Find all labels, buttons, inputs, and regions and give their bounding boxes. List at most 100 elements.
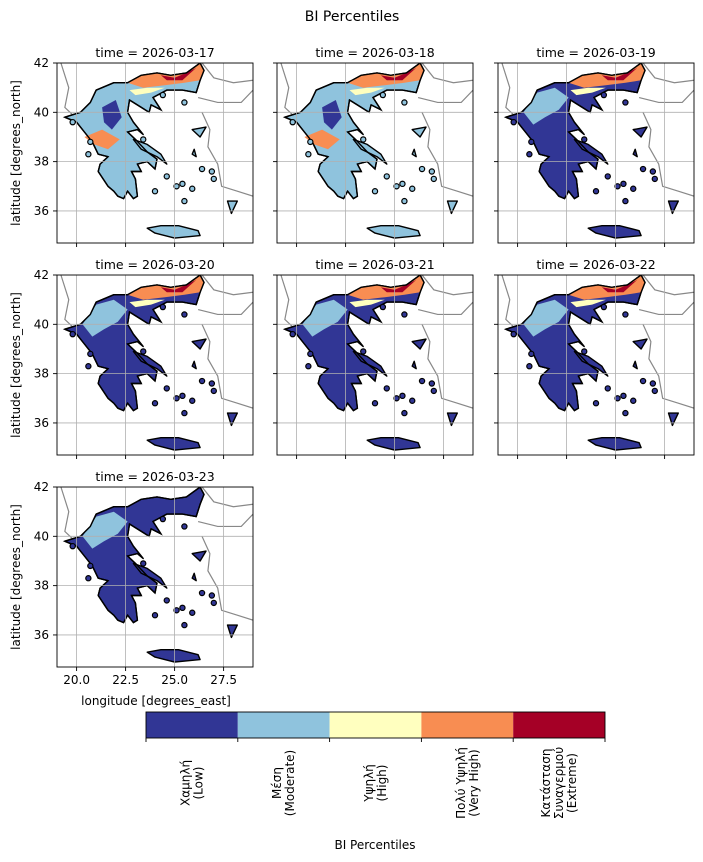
island [620, 392, 627, 400]
region-fill [146, 225, 201, 239]
island [651, 387, 658, 395]
island [399, 392, 406, 400]
island [622, 197, 629, 205]
map-panel: time = 2026-03-20 36 38 40 42 [34, 257, 254, 459]
neighbour-border [60, 275, 74, 328]
island [581, 348, 588, 355]
island [181, 409, 188, 417]
island [639, 165, 647, 173]
extreme-zone [160, 67, 197, 81]
island [510, 330, 517, 338]
island [189, 185, 196, 192]
region-fill [191, 572, 197, 582]
island [649, 168, 657, 175]
coastline [503, 275, 646, 412]
island [592, 188, 600, 195]
island [289, 118, 296, 126]
map-panel: time = 2026-03-19 [494, 45, 695, 247]
colorbar-swatch [146, 712, 238, 738]
island [208, 168, 216, 175]
map-panel: time = 2026-03-23 36 38 40 42 20.0 22.5 25.0 27.… [34, 469, 254, 687]
panel-title: time = 2026-03-23 [95, 469, 214, 484]
island [630, 185, 637, 192]
extreme-zone [160, 279, 197, 293]
island [289, 330, 296, 338]
x-tick-label: 22.5 [112, 673, 139, 687]
high-zone [570, 87, 606, 96]
panel-title: time = 2026-03-22 [536, 257, 655, 272]
island [409, 185, 416, 192]
island [401, 99, 408, 106]
map-panel: time = 2026-03-21 [273, 257, 474, 459]
island [371, 188, 379, 195]
neighbour-border [60, 63, 74, 116]
region-fill [667, 412, 679, 427]
island [418, 165, 426, 173]
colorbar-class-label: Πολύ Υψηλή(Very High) [454, 747, 481, 819]
panel-frame [56, 62, 254, 244]
panel-frame [276, 62, 474, 244]
island [163, 173, 170, 180]
colorbar-frame [145, 711, 606, 739]
island [179, 392, 186, 400]
island [528, 138, 535, 146]
y-tick-label: 40 [34, 317, 49, 331]
island [360, 136, 367, 143]
island [526, 151, 533, 158]
island [198, 589, 206, 597]
colorbar-label: BI Percentiles [334, 838, 415, 852]
island [159, 303, 167, 311]
island [651, 175, 658, 183]
very-high-zone [304, 129, 340, 150]
panel-frame [276, 274, 474, 456]
island [401, 409, 408, 417]
x-tick-label: 25.0 [161, 673, 188, 687]
region-fill [446, 200, 458, 215]
region-fill [632, 148, 638, 158]
extreme-zone [380, 279, 417, 293]
island [210, 599, 217, 607]
coastline [62, 63, 205, 200]
island [140, 348, 147, 355]
island [69, 330, 76, 338]
island [614, 395, 621, 402]
island [430, 175, 437, 183]
island [649, 380, 657, 387]
neighbour-border [501, 275, 515, 328]
extreme-zone [380, 67, 417, 81]
island [198, 377, 206, 385]
very-high-zone [568, 63, 645, 88]
very-high-zone [347, 63, 424, 88]
y-tick-label: 40 [34, 105, 49, 119]
colorbar-swatch [513, 712, 605, 738]
island [383, 173, 390, 180]
region-fill [226, 624, 238, 639]
island [592, 400, 600, 407]
region-fill [191, 550, 207, 562]
region-fill [146, 437, 201, 451]
island [87, 562, 94, 570]
coastline [503, 63, 646, 200]
island [85, 363, 92, 370]
y-tick-label: 42 [34, 56, 49, 70]
island [173, 395, 180, 402]
high-zone [129, 299, 165, 308]
colorbar-class-label: Μέση(Moderate) [270, 750, 297, 816]
island [371, 400, 379, 407]
island [210, 387, 217, 395]
island [189, 609, 196, 616]
high-zone [349, 299, 385, 308]
colorbar-class-label: ΚατάστασηΣυναγερμού(Extreme) [539, 747, 579, 819]
colorbar-swatch [421, 712, 514, 738]
island [307, 350, 314, 358]
high-zone [129, 87, 165, 96]
island [639, 377, 647, 385]
island [401, 311, 408, 318]
region-fill [226, 200, 238, 215]
map-panel: time = 2026-03-18 [273, 45, 474, 247]
island [151, 612, 159, 619]
island [614, 183, 621, 190]
island [87, 138, 94, 146]
map-panel: time = 2026-03-22 [494, 257, 695, 459]
island [181, 197, 188, 205]
